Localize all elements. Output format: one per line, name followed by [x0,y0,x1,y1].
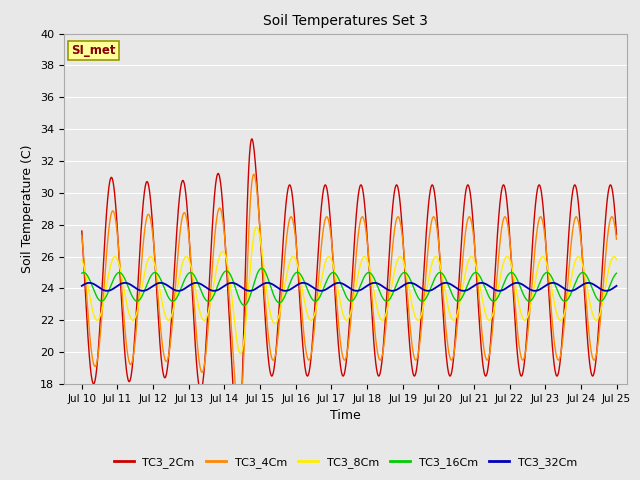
X-axis label: Time: Time [330,409,361,422]
Y-axis label: Soil Temperature (C): Soil Temperature (C) [22,144,35,273]
Title: Soil Temperatures Set 3: Soil Temperatures Set 3 [263,14,428,28]
Text: SI_met: SI_met [71,44,116,57]
Legend: TC3_2Cm, TC3_4Cm, TC3_8Cm, TC3_16Cm, TC3_32Cm: TC3_2Cm, TC3_4Cm, TC3_8Cm, TC3_16Cm, TC3… [109,452,582,472]
